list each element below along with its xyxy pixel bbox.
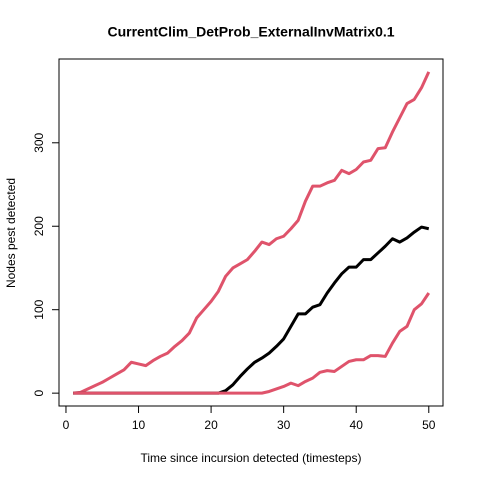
series-line	[73, 71, 431, 395]
y-tick-label: 200	[32, 216, 46, 236]
y-tick-label: 100	[32, 299, 46, 319]
y-tick-label: 300	[32, 132, 46, 152]
x-tick-label: 0	[63, 418, 70, 432]
x-tick-label: 40	[350, 418, 364, 432]
x-tick-label: 10	[132, 418, 146, 432]
y-tick-label: 0	[32, 389, 46, 396]
y-axis-title: Nodes pest detected	[4, 178, 18, 288]
x-axis-title: Time since incursion detected (timesteps…	[141, 451, 362, 465]
x-tick-label: 30	[277, 418, 291, 432]
chart-title: CurrentClim_DetProb_ExternalInvMatrix0.1	[107, 24, 394, 40]
series-line	[73, 292, 431, 395]
x-tick-label: 50	[422, 418, 436, 432]
x-tick-label: 20	[204, 418, 218, 432]
